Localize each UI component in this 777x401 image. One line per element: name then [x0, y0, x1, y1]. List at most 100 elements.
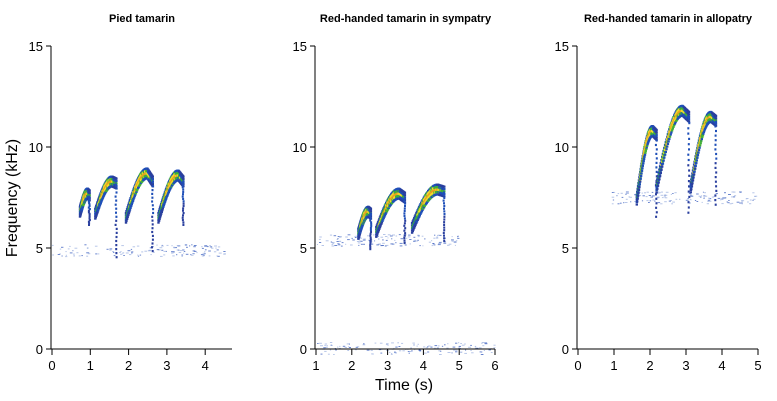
noise-pixel — [216, 249, 219, 251]
syllable-pixel — [423, 205, 426, 208]
noise-pixel — [345, 243, 347, 245]
x-tick-label: 4 — [420, 358, 427, 373]
x-tick-label: 6 — [491, 358, 498, 373]
syllable-pixel — [655, 157, 658, 160]
syllable-pixel — [151, 223, 154, 226]
syllable-pixel — [376, 230, 380, 233]
syllable-pixel — [114, 223, 117, 226]
syllable-pixel — [87, 211, 90, 214]
syllable-pixel — [369, 242, 372, 245]
noise-pixel — [186, 246, 188, 248]
syllable-pixel — [641, 167, 644, 170]
y-tick-label: 15 — [293, 39, 307, 54]
syllable-pixel — [714, 166, 717, 169]
syllable-pixel — [671, 127, 674, 130]
noise-pixel — [408, 234, 411, 236]
noise-pixel — [703, 195, 706, 197]
syllable-pixel — [88, 214, 91, 217]
noise-pixel — [137, 254, 139, 256]
noise-pixel — [741, 200, 745, 202]
noise-pixel — [94, 245, 98, 247]
noise-pixel — [347, 350, 350, 351]
syllable-pixel — [182, 188, 185, 191]
chart-panel-3: Red-handed tamarin in allopatry 0 5 10 15 0 1 2… — [555, 13, 762, 373]
syllable-pixel — [688, 122, 691, 125]
noise-pixel — [193, 246, 196, 248]
noise-pixel — [326, 345, 328, 347]
syllable-pixel — [369, 228, 372, 232]
syllable-pixel — [703, 127, 707, 131]
noise-pixel — [76, 252, 79, 254]
syllable-pixel — [369, 238, 372, 241]
syllable-pixel — [655, 193, 657, 196]
noise-pixel — [389, 351, 391, 353]
syllable-pixel — [416, 218, 419, 221]
noise-pixel — [123, 255, 125, 256]
syllable-pixel — [369, 210, 373, 213]
noise-pixel — [457, 237, 460, 239]
syllable-pixel — [699, 142, 702, 145]
noise-pixel — [329, 234, 333, 236]
noise-pixel — [59, 253, 61, 255]
syllable-pixel — [115, 248, 118, 251]
syllable-pixel — [443, 210, 446, 213]
noise-pixel — [616, 195, 618, 197]
syllable-pixel — [132, 198, 135, 201]
syllable-pixel — [403, 209, 406, 212]
noise-pixel — [325, 346, 328, 348]
syllable-pixel — [88, 223, 90, 226]
syllable-pixel — [135, 189, 139, 192]
noise-pixel — [348, 343, 350, 345]
syllable-pixel — [128, 208, 132, 211]
syllable-pixel — [385, 211, 388, 214]
syllable-pixel — [655, 129, 658, 132]
noise-pixel — [156, 249, 160, 251]
noise-pixel — [493, 344, 496, 346]
noise-pixel — [387, 234, 391, 236]
syllable-pixel — [158, 216, 162, 219]
syllable-pixel — [370, 225, 373, 228]
panel-title: Red-handed tamarin in sympatry — [320, 13, 492, 25]
noise-pixel — [358, 240, 362, 242]
noise-pixel — [176, 254, 178, 256]
syllable-pixel — [443, 213, 446, 216]
noise-pixel — [421, 235, 424, 237]
syllable-pixel — [641, 164, 644, 167]
syllable-pixel — [151, 175, 154, 178]
noise-pixel — [630, 201, 632, 203]
noise-pixel — [119, 251, 121, 253]
syllable-pixel — [687, 110, 691, 114]
syllable-pixel — [674, 118, 677, 121]
noise-pixel — [470, 344, 472, 346]
syllable-pixel — [703, 129, 706, 132]
syllable-pixel — [687, 113, 691, 116]
noise-pixel — [634, 201, 636, 202]
syllable-pixel — [655, 197, 658, 200]
noise-pixel — [437, 347, 439, 349]
syllable-pixel — [687, 201, 690, 204]
noise-pixel — [664, 201, 667, 203]
syllable-pixel — [115, 235, 118, 239]
noise-pixel — [350, 244, 353, 246]
syllable-pixel — [386, 200, 390, 203]
syllable-pixel — [88, 198, 90, 201]
noise-pixel — [734, 195, 737, 197]
syllable-pixel — [423, 202, 426, 205]
syllable-pixel — [99, 201, 102, 204]
noise-pixel — [404, 244, 407, 246]
noise-pixel — [346, 343, 350, 345]
noise-pixel — [689, 198, 691, 200]
syllable-pixel — [136, 185, 139, 188]
syllable-pixel — [714, 125, 717, 128]
noise-pixel — [84, 244, 87, 246]
noise-pixel — [656, 191, 660, 193]
syllable-pixel — [687, 143, 690, 146]
noise-pixel — [209, 245, 211, 247]
noise-pixel — [351, 237, 353, 239]
syllable-pixel — [715, 129, 717, 133]
noise-pixel — [370, 243, 374, 245]
syllable-pixel — [133, 195, 136, 198]
noise-pixel — [69, 245, 71, 247]
noise-pixel — [731, 191, 735, 193]
noise-pixel — [324, 350, 327, 352]
